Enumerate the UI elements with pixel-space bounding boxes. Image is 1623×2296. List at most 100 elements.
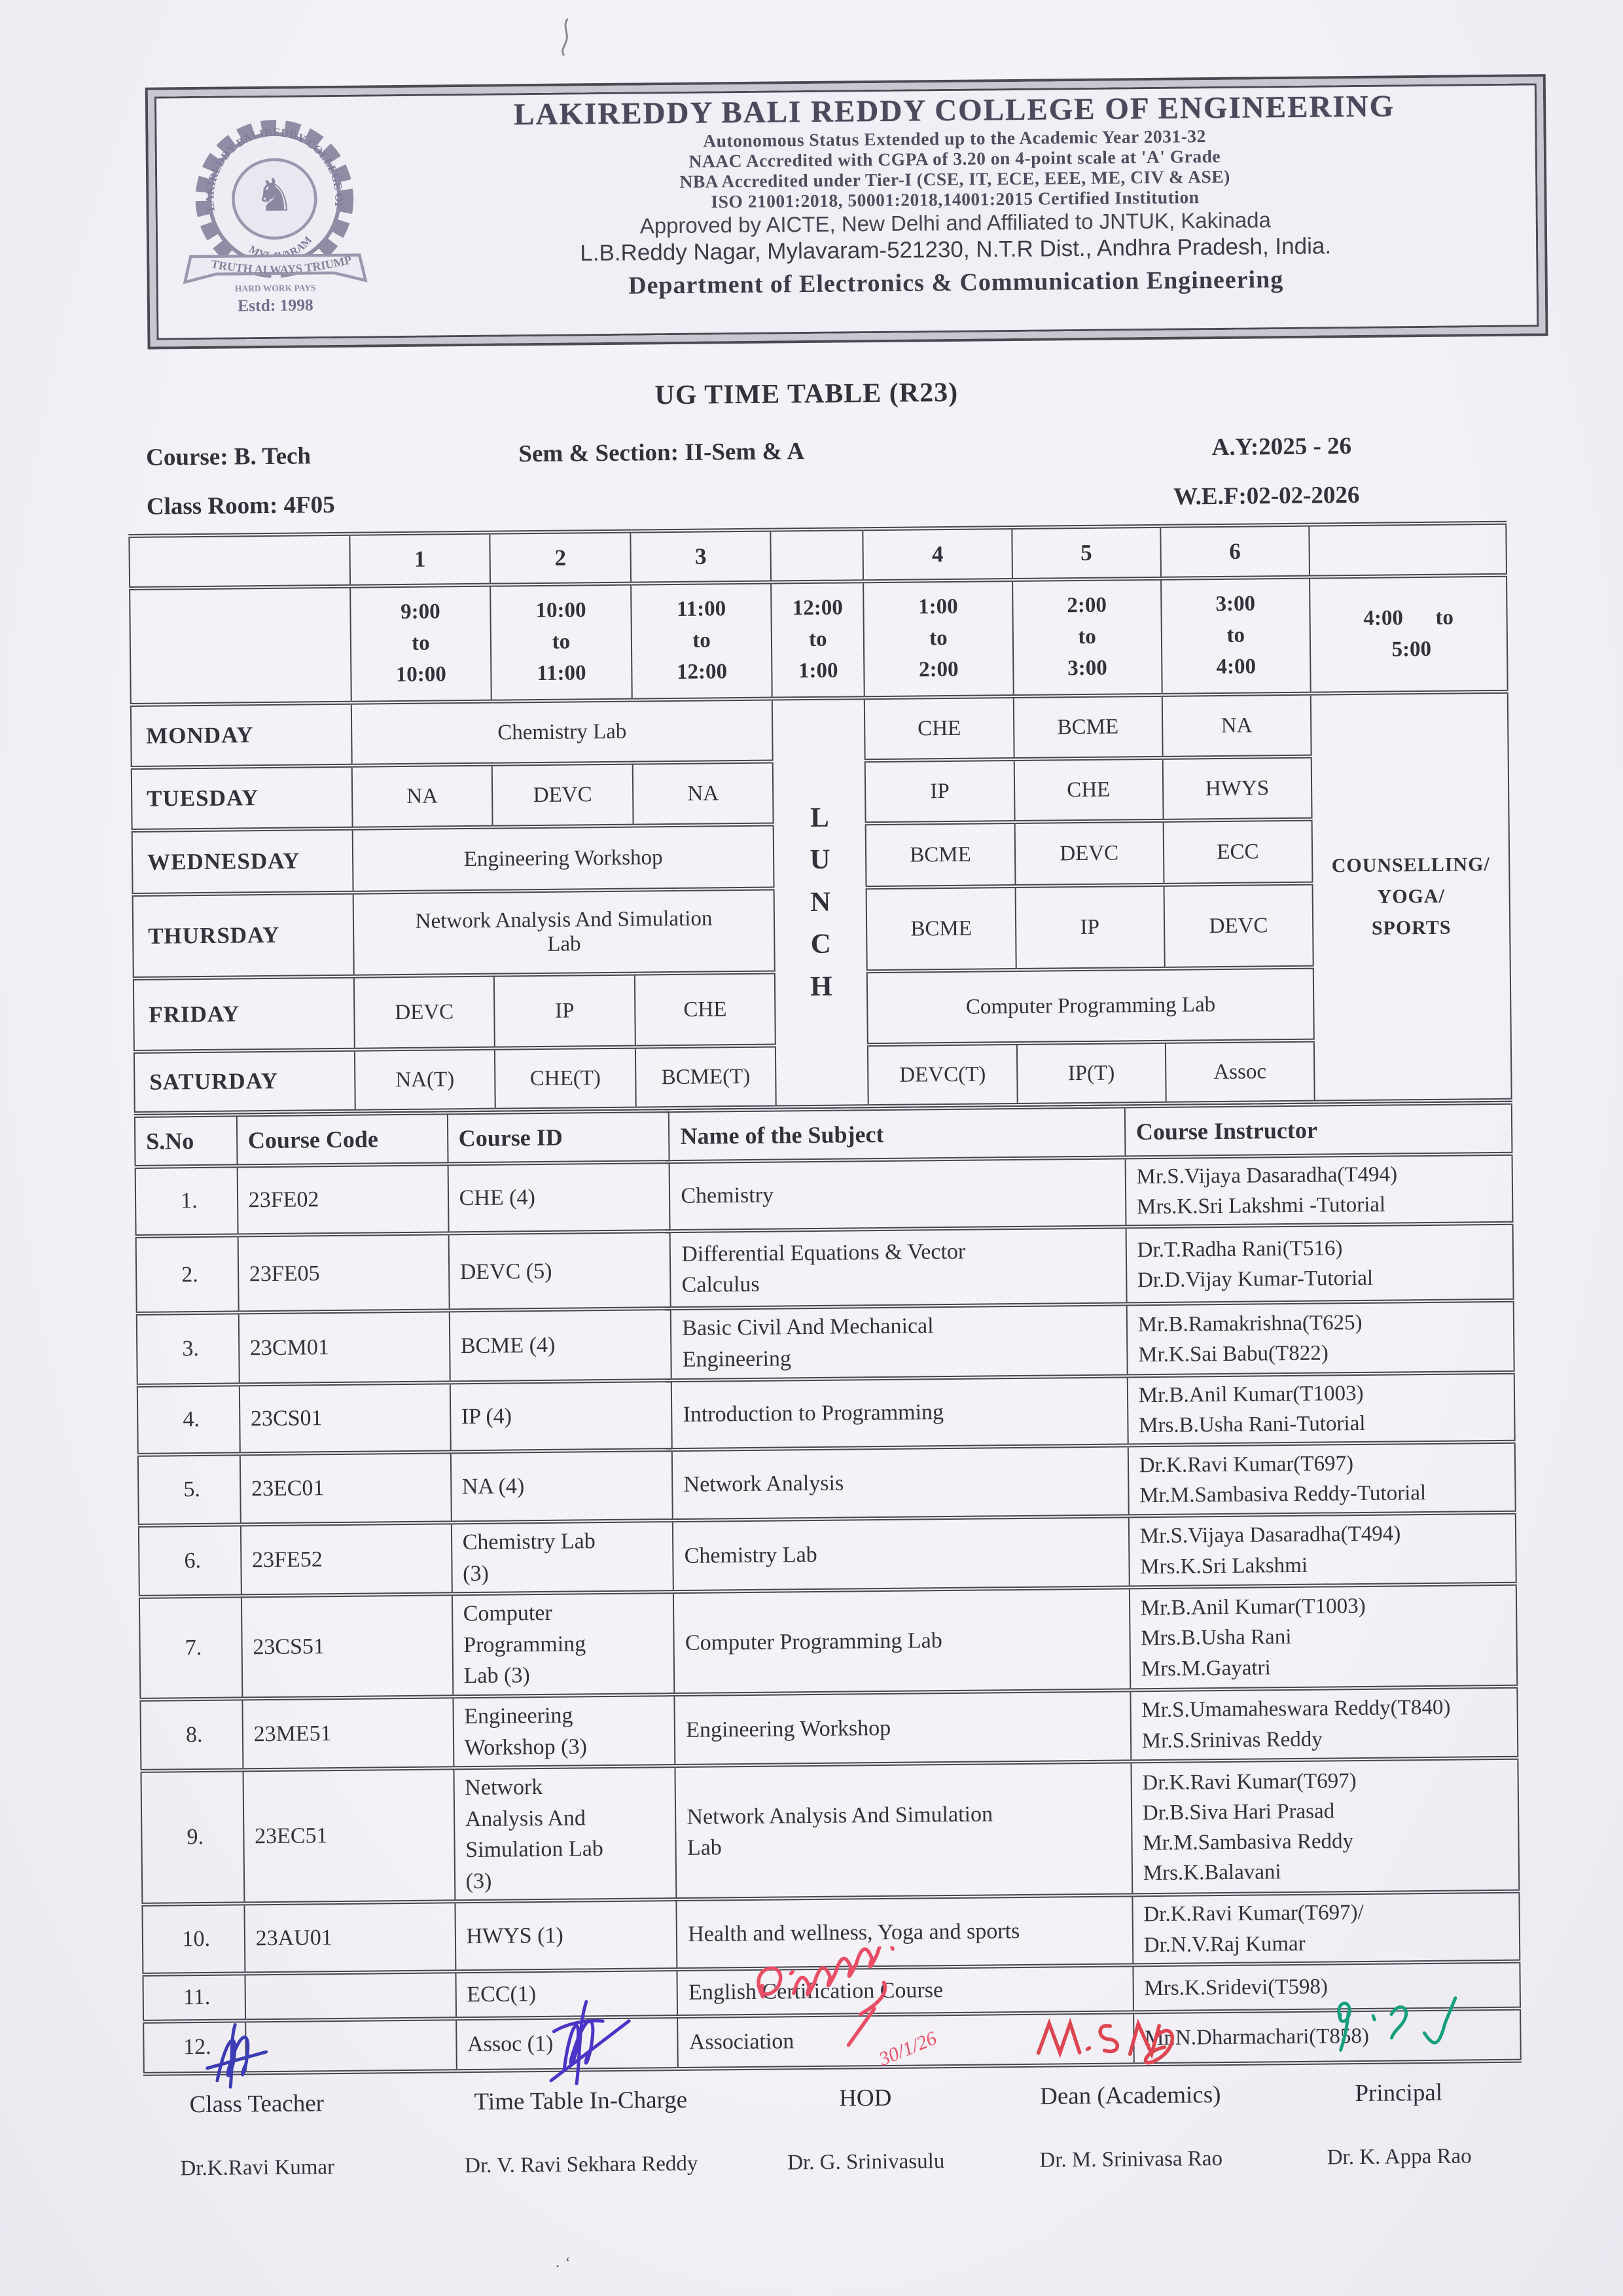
course-code: 23CS01 — [239, 1382, 451, 1454]
logo-estd: Estd: 1998 — [238, 295, 313, 315]
col-header-subject: Name of the Subject — [669, 1106, 1126, 1162]
time-row: 9:00 to 10:00 10:00 to 11:00 11:00 to 12… — [130, 575, 1508, 705]
sno: 8. — [140, 1698, 243, 1771]
course-code: 23FE52 — [240, 1522, 452, 1596]
sno: 10. — [142, 1903, 245, 1975]
day-wednesday: WEDNESDAY — [132, 828, 353, 895]
day-friday: FRIDAY — [133, 976, 355, 1052]
course-code: 23CM01 — [238, 1310, 450, 1384]
course-row-3: 3. 23CM01 BCME (4) Basic Civil And Mecha… — [136, 1300, 1514, 1386]
sig-role: Class Teacher — [189, 2090, 325, 2119]
time-slot-evening: 4:00 to 5:00 — [1310, 575, 1508, 694]
tuesday-p5: CHE — [1014, 757, 1164, 823]
saturday-p3: BCME(T) — [635, 1045, 777, 1109]
day-saturday: SATURDAY — [134, 1049, 355, 1113]
course-row-5: 5. 23EC01 NA (4) Network Analysis Dr.K.R… — [137, 1441, 1516, 1526]
period-4: 4 — [863, 528, 1012, 582]
col-header-code: Course Code — [236, 1113, 448, 1166]
subject-name: Computer Programming Lab — [673, 1587, 1131, 1695]
thursday-p4: BCME — [866, 886, 1016, 972]
horse-emblem-icon: ♞ — [254, 171, 295, 221]
course-row-8: 8. 23ME51 Engineering Workshop (3) Engin… — [140, 1686, 1518, 1771]
col-header-instructor: Course Instructor — [1124, 1102, 1512, 1158]
course-id: Engineering Workshop (3) — [452, 1694, 675, 1768]
letterhead-inner: LAKIREDDY BALIREDDY COLLEGE OF ENGINEERI… — [161, 87, 1533, 336]
tuesday-p4: IP — [865, 759, 1015, 824]
sno: 1. — [135, 1166, 238, 1237]
pen-mark — [562, 18, 569, 56]
instructor: Mr.B.Anil Kumar(T1003) Mrs.B.Usha Rani M… — [1129, 1583, 1518, 1691]
period-1: 1 — [349, 532, 491, 586]
saturday-p2: CHE(T) — [495, 1047, 636, 1110]
instructor: Dr.K.Ravi Kumar(T697) Mr.M.Sambasiva Red… — [1128, 1441, 1516, 1516]
saturday-p1: NA(T) — [354, 1048, 496, 1111]
gear-ring-icon — [195, 120, 354, 278]
sig-name: Dr. G. Srinivasulu — [787, 2149, 945, 2175]
subject-name: Differential Equations & Vector Calculus — [669, 1227, 1127, 1309]
sig-role: Time Table In-Charge — [474, 2086, 688, 2116]
time-slot-5: 2:00 to 3:00 — [1012, 578, 1162, 697]
course-id: Chemistry Lab (3) — [451, 1520, 674, 1594]
instructor: Dr.K.Ravi Kumar(T697)/ Dr.N.V.Raj Kumar — [1132, 1892, 1520, 1965]
tuesday-p6: HWYS — [1162, 756, 1312, 821]
tuesday-p3: NA — [632, 761, 774, 826]
last-header-cell — [1309, 522, 1507, 577]
lunch-header-cell — [770, 529, 864, 583]
class-teacher-signature — [205, 2023, 268, 2089]
time-corner-cell — [130, 586, 351, 705]
principal-signature — [1337, 1996, 1457, 2052]
wednesday-lab-span: Engineering Workshop — [352, 824, 774, 893]
signature-block-dean: Dean (Academics) Dr. M. Srinivasa Rao — [999, 2080, 1262, 2173]
saturday-p4: DEVC(T) — [868, 1043, 1018, 1107]
course-row-4: 4. 23CS01 IP (4) Introduction to Program… — [137, 1372, 1515, 1455]
monday-p5: BCME — [1013, 694, 1163, 760]
time-slot-lunch: 12:00 to 1:00 — [771, 581, 865, 699]
ribbon-banner-icon — [183, 253, 368, 285]
course-code: 23AU01 — [244, 1901, 456, 1974]
sig-name: Dr. M. Srinivasa Rao — [1039, 2147, 1223, 2172]
thursday-p6: DEVC — [1164, 883, 1313, 969]
signature-block-class-teacher: Class Teacher Dr.K.Ravi Kumar — [145, 2089, 368, 2181]
subject-name: Basic Civil And Mechanical Engineering — [671, 1304, 1128, 1380]
course-row-2: 2. 23FE05 DEVC (5) Differential Equation… — [135, 1223, 1514, 1314]
course-code: 23EC01 — [240, 1452, 452, 1525]
course-row-6: 6. 23FE52 Chemistry Lab (3) Chemistry La… — [138, 1512, 1516, 1598]
tt-incharge-signature — [549, 2000, 631, 2086]
time-slot-6: 3:00 to 4:00 — [1160, 577, 1311, 695]
corner-cell — [129, 533, 350, 588]
sig-name: Dr.K.Ravi Kumar — [180, 2155, 335, 2181]
dean-signature — [1036, 2017, 1175, 2065]
sno: 6. — [138, 1524, 241, 1598]
saturday-p5: IP(T) — [1016, 1041, 1166, 1105]
sig-role: Principal — [1355, 2079, 1443, 2108]
instructor: Mr.S.Umamaheswara Reddy(T840) Mr.S.Srini… — [1130, 1686, 1518, 1762]
sig-name: Dr. K. Appa Rao — [1327, 2144, 1472, 2170]
day-thursday: THURSDAY — [132, 892, 354, 978]
page-title: UG TIME TABLE (R23) — [654, 377, 959, 411]
course-id: CHE (4) — [448, 1162, 670, 1234]
day-monday: MONDAY — [130, 702, 352, 768]
instructor: Mr.B.Ramakrishna(T625) Mr.K.Sai Babu(T82… — [1126, 1300, 1514, 1376]
sno: 4. — [137, 1384, 240, 1455]
sig-name: Dr. V. Ravi Sekhara Reddy — [464, 2151, 698, 2178]
subject-name: Chemistry — [669, 1157, 1126, 1232]
wednesday-p5: DEVC — [1014, 820, 1164, 887]
period-6: 6 — [1160, 524, 1310, 579]
wef-field: W.E.F:02-02-2026 — [1173, 481, 1360, 511]
course-id: Computer Programming Lab (3) — [452, 1592, 675, 1697]
subject-name: Network Analysis — [672, 1445, 1129, 1521]
letterhead-text: LAKIREDDY BALI REDDY COLLEGE OF ENGINEER… — [377, 87, 1533, 302]
sig-role: HOD — [839, 2084, 892, 2112]
course-code: 23ME51 — [242, 1696, 454, 1770]
sno: 9. — [141, 1770, 245, 1905]
course-info-row-2: Class Room: 4F05 W.E.F:02-02-2026 — [147, 480, 1482, 521]
sno: 7. — [139, 1596, 243, 1700]
friday-p3: CHE — [634, 972, 776, 1047]
college-logo: LAKIREDDY BALIREDDY COLLEGE OF ENGINEERI… — [175, 107, 368, 315]
sno: 5. — [137, 1454, 241, 1526]
tuesday-p1: NA — [351, 764, 493, 829]
col-header-id: Course ID — [447, 1111, 669, 1164]
signature-block-tt-incharge: Time Table In-Charge Dr. V. Ravi Sekhara… — [437, 2085, 725, 2178]
saturday-p6: Assoc — [1165, 1040, 1315, 1103]
